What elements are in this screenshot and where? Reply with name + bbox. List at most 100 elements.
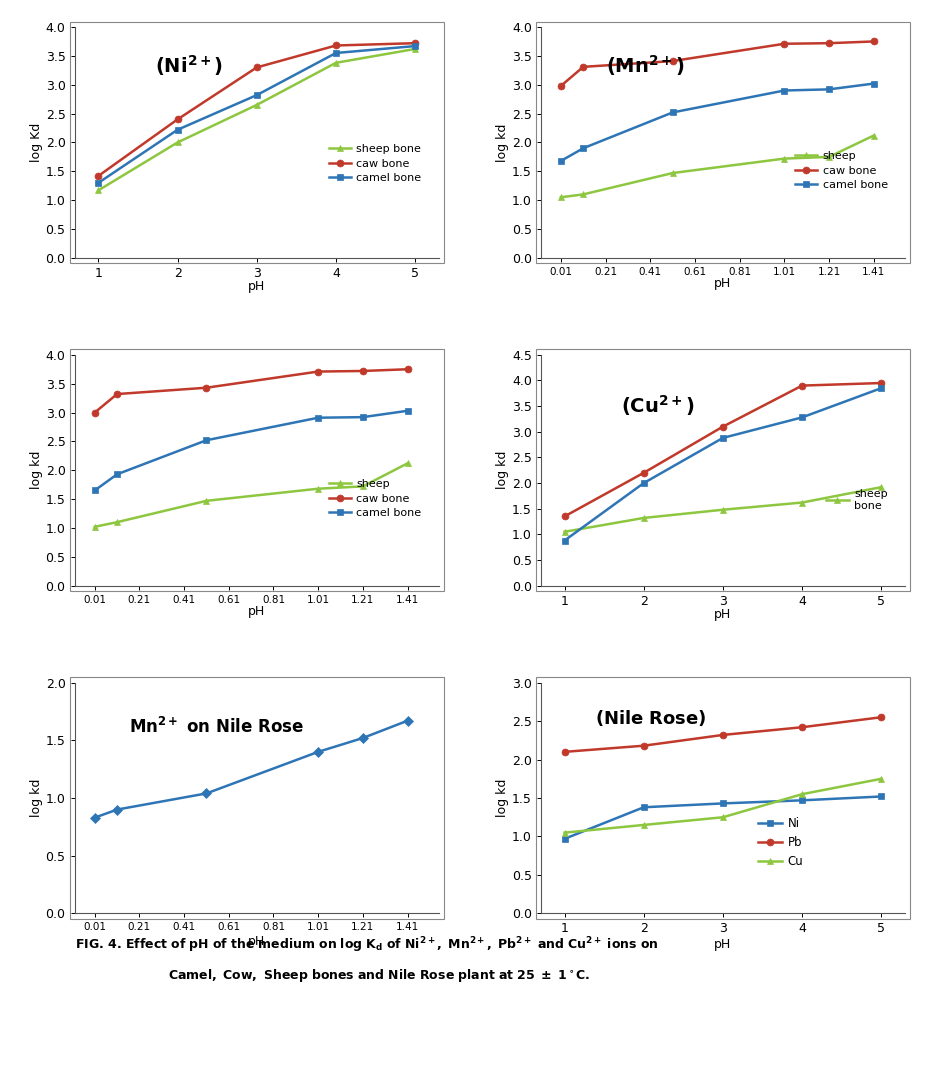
Text: $\mathbf{(Cu^{2+})}$: $\mathbf{(Cu^{2+})}$ [621, 392, 694, 417]
sheep
bone [717, 504, 729, 517]
Legend: Ni, Pb, Cu: Ni, Pb, Cu [753, 813, 808, 873]
Cu [638, 818, 649, 831]
caw bone [402, 363, 413, 376]
caw bone [868, 35, 879, 48]
Ni [797, 793, 808, 806]
sheep bone [330, 56, 341, 69]
sheep [402, 457, 413, 470]
Text: FIG. 4. $\bf{Effect\ of\ pH\ of\ the\ medium\ on\ log\ K_d\ of\ Ni^{2+},\ Mn^{2+: FIG. 4. $\bf{Effect\ of\ pH\ of\ the\ me… [75, 935, 658, 955]
Line: sheep: sheep [91, 459, 411, 531]
Line: sheep bone: sheep bone [95, 45, 419, 193]
caw bone [824, 37, 835, 50]
caw bone [667, 54, 678, 67]
X-axis label: pH: pH [715, 277, 731, 290]
caw bone [330, 39, 341, 52]
sheep [824, 150, 835, 163]
caw bone [201, 382, 212, 395]
sheep [555, 190, 566, 203]
Ni [559, 832, 570, 845]
camel bone [92, 176, 104, 189]
caw bone [172, 112, 183, 125]
sheep
bone [638, 511, 649, 524]
camel bone [251, 89, 262, 102]
X-axis label: pH: pH [248, 604, 265, 617]
camel bone [402, 404, 413, 417]
caw bone [313, 365, 324, 378]
caw bone [578, 61, 589, 74]
sheep [578, 188, 589, 201]
caw bone [357, 364, 369, 377]
caw bone [92, 170, 104, 183]
sheep
bone [559, 525, 570, 538]
caw bone [555, 79, 566, 92]
sheep [112, 516, 123, 529]
sheep [667, 166, 678, 179]
Pb [638, 739, 649, 752]
Y-axis label: log Kd: log Kd [30, 123, 43, 162]
Text: $\mathbf{(Mn^{2+})}$: $\mathbf{(Mn^{2+})}$ [606, 53, 685, 79]
Text: $\mathbf{Mn^{2+}}$ on Nile Rose: $\mathbf{Mn^{2+}}$ on Nile Rose [130, 718, 304, 737]
X-axis label: pH: pH [715, 938, 731, 951]
sheep [313, 482, 324, 495]
Y-axis label: log kd: log kd [496, 778, 509, 817]
Cu [717, 811, 729, 824]
sheep bone [92, 184, 104, 197]
camel bone [578, 142, 589, 155]
Line: camel bone: camel bone [91, 408, 411, 494]
Y-axis label: log kd: log kd [496, 451, 509, 490]
camel bone [90, 484, 101, 497]
Pb [717, 729, 729, 742]
camel bone [330, 46, 341, 59]
Line: sheep
bone: sheep bone [561, 483, 884, 535]
Legend: sheep bone, caw bone, camel bone: sheep bone, caw bone, camel bone [324, 139, 426, 188]
Y-axis label: log kd: log kd [496, 123, 509, 162]
sheep
bone [876, 481, 887, 494]
Line: Pb: Pb [561, 713, 884, 756]
sheep [90, 520, 101, 533]
X-axis label: pH: pH [248, 935, 265, 948]
Text: $\mathbf{(Ni^{2+})}$: $\mathbf{(Ni^{2+})}$ [155, 53, 223, 79]
Line: camel bone: camel bone [95, 42, 419, 186]
Legend: sheep, caw bone, camel bone: sheep, caw bone, camel bone [324, 475, 426, 522]
camel bone [357, 411, 369, 424]
Legend: sheep
bone: sheep bone [822, 485, 892, 516]
Pb [876, 710, 887, 723]
Cu [797, 788, 808, 801]
Line: caw bone: caw bone [95, 40, 419, 179]
Ni [638, 801, 649, 814]
caw bone [112, 388, 123, 401]
camel bone [410, 40, 421, 53]
sheep bone [410, 42, 421, 55]
sheep [201, 494, 212, 507]
Legend: sheep, caw bone, camel bone: sheep, caw bone, camel bone [790, 147, 892, 195]
Line: caw bone: caw bone [91, 365, 411, 416]
camel bone [112, 468, 123, 481]
Line: Ni: Ni [561, 793, 884, 842]
Pb [559, 746, 570, 759]
Text: $\mathbf{(Nile\ Rose)}$: $\mathbf{(Nile\ Rose)}$ [595, 708, 707, 729]
camel bone [779, 84, 790, 97]
Text: $\bf{Camel,\ Cow,\ Sheep\ bones\ and\ Nile\ Rose\ plant\ at\ 25\ \pm\ 1^\circ C.: $\bf{Camel,\ Cow,\ Sheep\ bones\ and\ Ni… [168, 967, 591, 985]
sheep [357, 480, 369, 493]
camel bone [172, 123, 183, 136]
caw bone [251, 61, 262, 74]
Line: caw bone: caw bone [557, 38, 877, 90]
Ni [717, 797, 729, 810]
Y-axis label: log kd: log kd [30, 778, 43, 817]
Cu [559, 826, 570, 839]
camel bone [824, 83, 835, 96]
camel bone [667, 106, 678, 119]
X-axis label: pH: pH [715, 608, 731, 620]
Line: camel bone: camel bone [557, 80, 877, 164]
Line: Cu: Cu [561, 775, 884, 836]
camel bone [201, 433, 212, 446]
camel bone [868, 77, 879, 90]
sheep bone [251, 98, 262, 111]
camel bone [313, 411, 324, 424]
caw bone [410, 37, 421, 50]
Line: sheep: sheep [557, 132, 877, 201]
caw bone [90, 406, 101, 419]
sheep [779, 152, 790, 165]
Ni [876, 790, 887, 803]
sheep bone [172, 136, 183, 149]
